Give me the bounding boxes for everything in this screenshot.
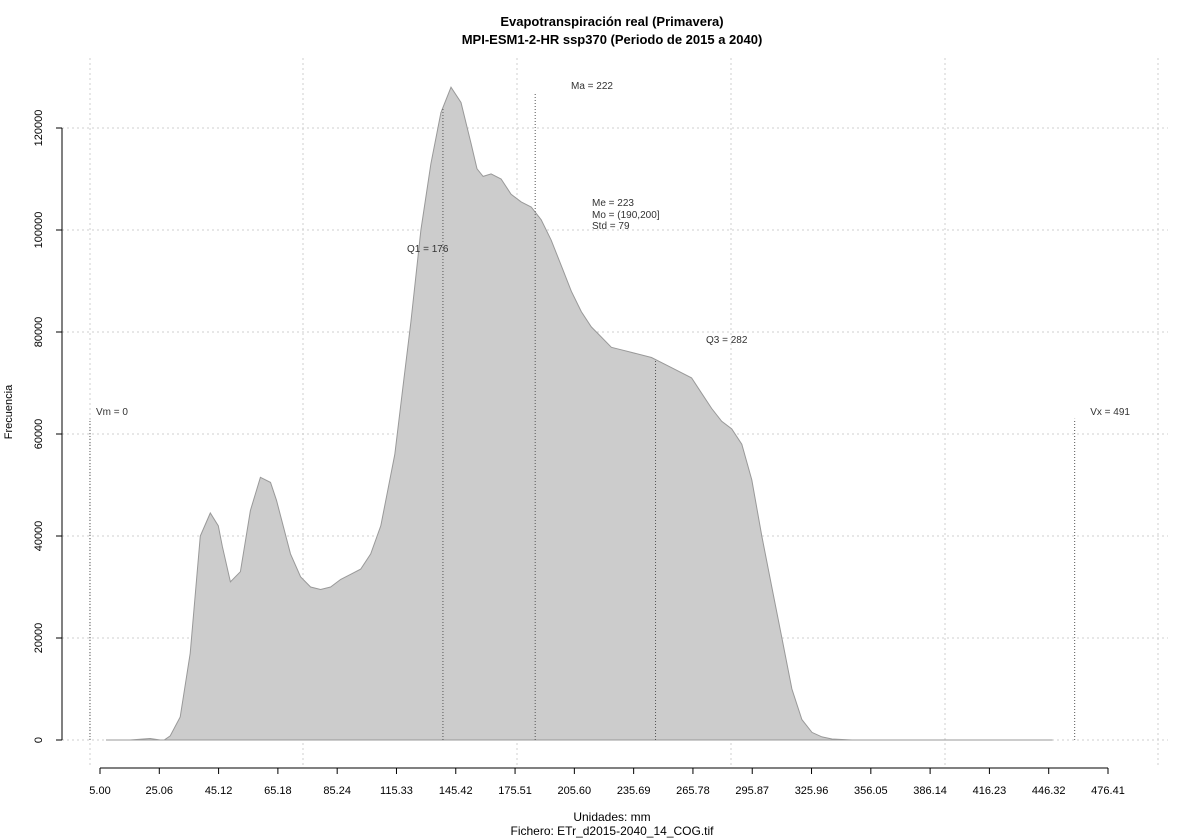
x-tick-label: 85.24 (323, 785, 351, 797)
statistic-lines (89, 92, 1076, 740)
x-tick-label: 416.23 (973, 785, 1007, 797)
me-annotation: Me = 223 (592, 198, 634, 209)
chart-subtitle: MPI-ESM1-2-HR ssp370 (Periodo de 2015 a … (462, 32, 763, 47)
chart-title: Evapotranspiración real (Primavera) (500, 14, 723, 29)
y-tick-label: 40000 (33, 521, 45, 552)
x-tick-label: 45.12 (205, 785, 233, 797)
q3-annotation: Q3 = 282 (706, 335, 748, 346)
vx-annotation: Vx = 491 (1090, 407, 1130, 418)
q1-annotation: Q1 = 176 (407, 244, 449, 255)
y-tick-label: 100000 (33, 212, 45, 249)
x-tick-label: 205.60 (558, 785, 592, 797)
x-tick-label: 476.41 (1091, 785, 1125, 797)
vm-annotation: Vm = 0 (96, 407, 128, 418)
x-tick-label: 115.33 (380, 785, 413, 797)
x-tick-label: 265.78 (676, 785, 710, 797)
x-tick-label: 356.05 (854, 785, 888, 797)
file-name-caption: Fichero: ETr_d2015-2040_14_COG.tif (511, 824, 715, 838)
x-tick-label: 446.32 (1032, 785, 1066, 797)
y-tick-label: 0 (33, 737, 45, 743)
density-area (106, 86, 1053, 741)
ma-annotation: Ma = 222 (571, 81, 613, 92)
x-tick-label: 175.51 (498, 785, 532, 797)
x-tick-label: 65.18 (264, 785, 292, 797)
y-tick-label: 120000 (33, 110, 45, 147)
y-tick-label: 60000 (33, 419, 45, 450)
x-tick-label: 325.96 (795, 785, 829, 797)
x-tick-label: 235.69 (617, 785, 651, 797)
y-tick-label: 80000 (33, 317, 45, 348)
x-tick-label: 295.87 (735, 785, 769, 797)
x-axis-label: Unidades: mm (573, 810, 650, 824)
x-tick-label: 145.42 (439, 785, 473, 797)
std-annotation: Std = 79 (592, 221, 630, 232)
axes: 5.00 25.06 45.12 65.18 85.24 115.33 145.42 175.… (33, 110, 1125, 797)
mo-annotation: Mo = (190,200] (592, 210, 660, 221)
x-tick-label: 5.00 (89, 785, 110, 797)
y-tick-label: 20000 (33, 623, 45, 654)
x-tick-label: 386.14 (913, 785, 947, 797)
x-tick-label: 25.06 (146, 785, 174, 797)
y-axis-label: Frecuencia (3, 384, 15, 439)
